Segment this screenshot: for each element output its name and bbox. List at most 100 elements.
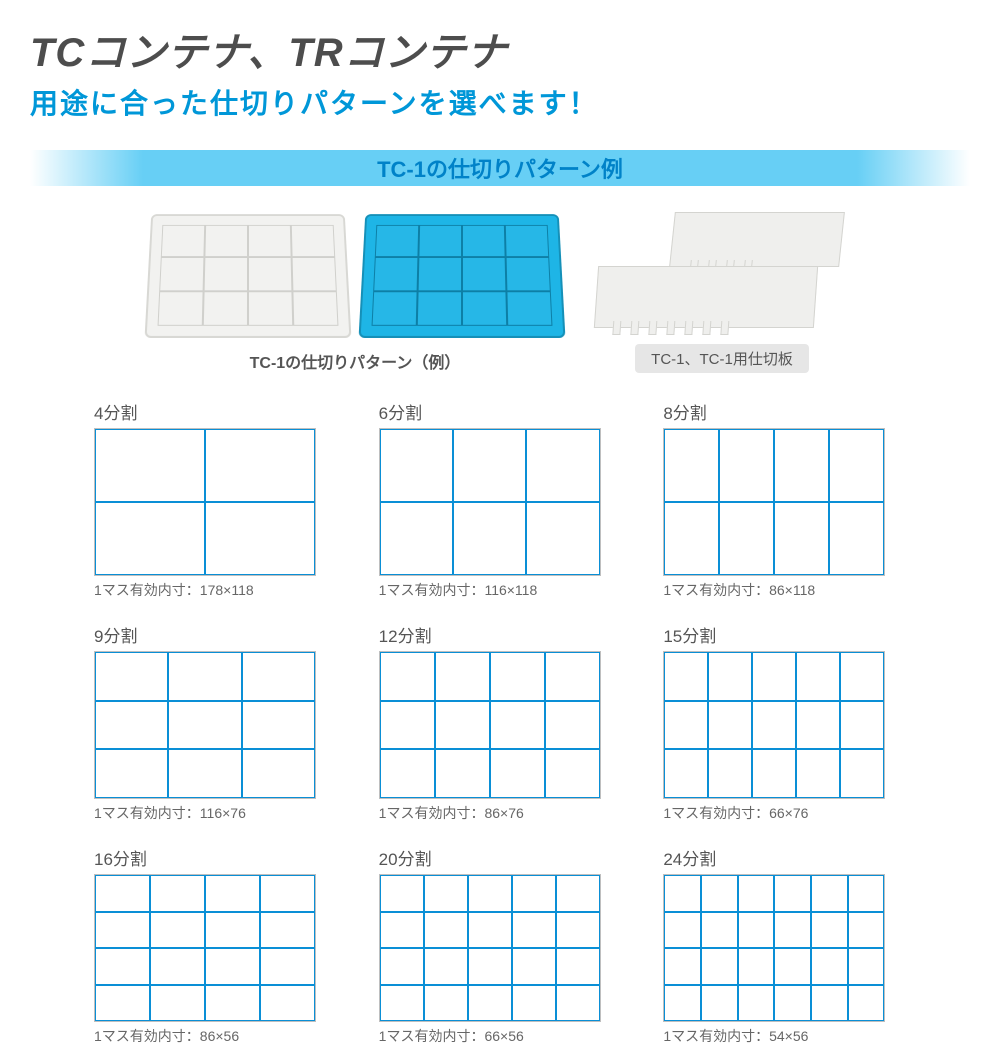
pattern-cell [774,502,829,575]
pattern-diagram [379,651,601,799]
pattern-cell [453,502,526,575]
pattern-cell [150,948,205,985]
pattern-cell [95,502,205,575]
pattern-cell [512,985,556,1022]
pattern-cell [490,701,545,750]
pattern-dimension: 1マス有効内寸：116×118 [379,580,622,600]
pattern-item: 15分割1マス有効内寸：66×76 [663,622,906,823]
pattern-cell [205,502,315,575]
pattern-cell [796,701,840,750]
pattern-cell [708,652,752,701]
pattern-dimension: 1マス有効内寸：116×76 [94,803,337,823]
banner-text: TC-1の仕切りパターン例 [377,152,623,184]
pattern-diagram [94,651,316,799]
pattern-item: 16分割1マス有効内寸：86×56 [94,845,337,1046]
pattern-cell [840,701,884,750]
pattern-cell [664,652,708,701]
container-blue-icon [359,214,566,338]
pattern-cell [205,429,315,502]
pattern-cell [168,701,241,750]
pattern-cell [545,749,600,798]
pattern-cell [453,429,526,502]
pattern-title: 15分割 [663,622,906,647]
pattern-cell [424,948,468,985]
pattern-cell [526,429,599,502]
product-images-left [148,209,562,339]
pattern-cell [260,948,315,985]
pattern-cell [424,912,468,949]
pattern-cell [242,749,315,798]
pattern-cell [95,912,150,949]
pattern-item: 12分割 1マス有効内寸：86×76 [379,622,622,823]
pattern-diagram [94,428,316,576]
pattern-diagram [663,428,885,576]
pattern-cell [701,875,738,912]
pattern-title: 9分割 [94,622,337,647]
pattern-item: 9分割 1マス有効内寸：116×76 [94,622,337,823]
pattern-cell [774,875,811,912]
pattern-item: 8分割1マス有効内寸：86×118 [663,399,906,600]
subtitle: 用途に合った仕切りパターンを選べます！ [30,82,970,122]
pattern-item: 6分割1マス有効内寸：116×118 [379,399,622,600]
pattern-cell [168,749,241,798]
pattern-cell [556,948,600,985]
pattern-cell [774,985,811,1022]
pattern-cell [468,985,512,1022]
pattern-cell [545,652,600,701]
main-title: TCコンテナ、TRコンテナ [30,20,970,78]
pattern-cell [664,875,701,912]
pattern-cell [708,701,752,750]
pattern-cell [95,429,205,502]
pattern-title: 24分割 [663,845,906,870]
pattern-title: 12分割 [379,622,622,647]
pattern-cell [512,912,556,949]
pattern-cell [664,429,719,502]
pattern-cell [701,912,738,949]
pattern-cell [95,652,168,701]
pattern-cell [380,749,435,798]
pattern-cell [526,502,599,575]
pattern-cell [380,985,424,1022]
pattern-cell [796,652,840,701]
pattern-item: 24分割1マス有効内寸：54×56 [663,845,906,1046]
pattern-cell [840,749,884,798]
caption-left: TC-1の仕切りパターン（例） [250,349,461,373]
pattern-cell [380,948,424,985]
pattern-dimension: 1マス有効内寸：86×76 [379,803,622,823]
pattern-cell [260,875,315,912]
pattern-cell [380,912,424,949]
pattern-cell [664,985,701,1022]
pattern-cell [848,985,885,1022]
pattern-cell [150,985,205,1022]
pattern-cell [664,948,701,985]
pattern-cell [738,912,775,949]
container-white-icon [145,214,352,338]
pattern-title: 8分割 [663,399,906,424]
pattern-cell [752,652,796,701]
pattern-cell [95,948,150,985]
pattern-cell [545,701,600,750]
pattern-cell [380,502,453,575]
pattern-cell [752,749,796,798]
pattern-cell [424,985,468,1022]
pattern-cell [811,912,848,949]
pattern-cell [150,875,205,912]
product-row: TC-1の仕切りパターン（例） TC-1、TC-1用仕切板 [30,204,970,373]
pattern-cell [738,875,775,912]
pattern-cell [168,652,241,701]
pattern-cell [468,912,512,949]
pattern-cell [774,912,811,949]
pattern-item: 4分割1マス有効内寸：178×118 [94,399,337,600]
pattern-dimension: 1マス有効内寸：66×56 [379,1026,622,1046]
pattern-dimension: 1マス有効内寸：178×118 [94,580,337,600]
pattern-cell [435,652,490,701]
pattern-cell [512,875,556,912]
pattern-cell [556,985,600,1022]
pattern-cell [95,701,168,750]
pattern-cell [774,948,811,985]
pattern-cell [556,912,600,949]
pattern-cell [424,875,468,912]
pattern-cell [95,985,150,1022]
pattern-cell [512,948,556,985]
pattern-cell [205,912,260,949]
